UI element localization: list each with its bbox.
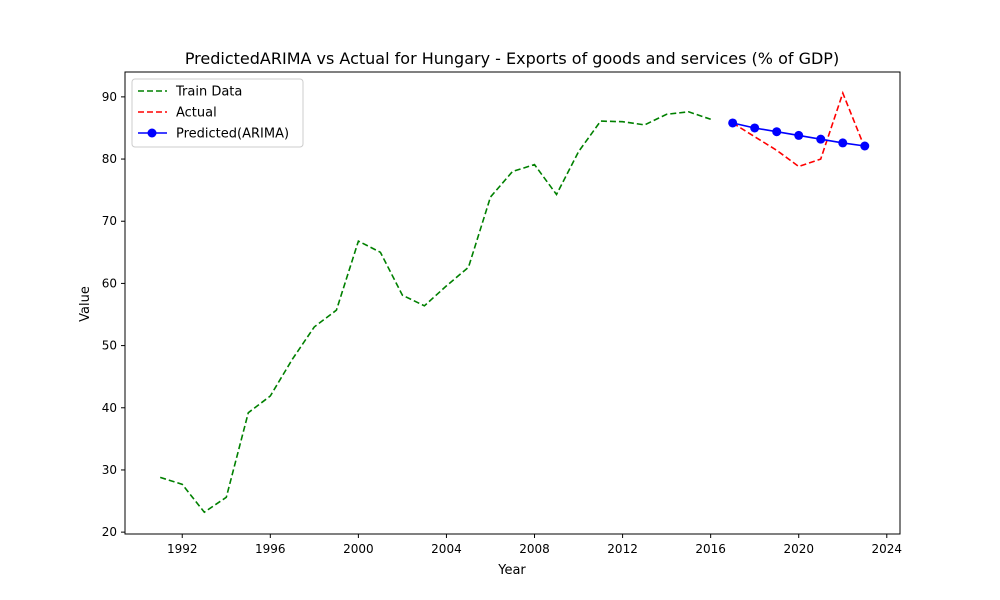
legend-label: Train Data — [175, 85, 242, 100]
data-point — [794, 130, 804, 140]
legend-box — [131, 78, 304, 148]
x-tick-label: 2020 — [783, 542, 814, 556]
y-axis-label: Value — [78, 286, 93, 322]
x-tick-label: 1992 — [167, 542, 198, 556]
legend-marker — [147, 128, 157, 138]
y-tick-label: 70 — [102, 214, 117, 228]
legend-label: Actual — [176, 106, 217, 121]
plot-frame — [124, 71, 901, 535]
chart-title: PredictedARIMA vs Actual for Hungary - E… — [185, 49, 839, 68]
y-tick-label: 80 — [102, 152, 117, 166]
y-tick-label: 60 — [102, 276, 117, 290]
x-tick-label: 2024 — [872, 542, 903, 556]
x-tick-label: 2012 — [607, 542, 638, 556]
x-tick-label: 2008 — [519, 542, 550, 556]
data-point — [860, 141, 870, 151]
y-tick-label: 40 — [102, 401, 117, 415]
data-point — [750, 123, 760, 133]
plot-area — [159, 90, 870, 514]
data-point — [838, 138, 848, 148]
series-line-0 — [159, 110, 711, 514]
x-axis-label: Year — [497, 563, 526, 578]
legend-label: Predicted(ARIMA) — [176, 127, 289, 142]
axes: 1992 1996 2000 2004 2008 2012 2016 2020 2024 20 30… — [102, 71, 903, 556]
series-line-1 — [732, 90, 866, 168]
y-tick-label: 50 — [102, 339, 117, 353]
data-point — [816, 134, 826, 144]
x-tick-label: 1996 — [255, 542, 286, 556]
legend: Train Data Actual Predicted(ARIMA) — [131, 78, 304, 148]
x-tick-label: 2000 — [343, 542, 374, 556]
data-point — [772, 127, 782, 137]
x-tick-label: 2016 — [695, 542, 726, 556]
y-tick-label: 90 — [102, 90, 117, 104]
data-point — [728, 118, 738, 128]
y-tick-label: 30 — [102, 463, 117, 477]
y-tick-label: 20 — [102, 525, 117, 539]
x-tick-label: 2004 — [431, 542, 462, 556]
